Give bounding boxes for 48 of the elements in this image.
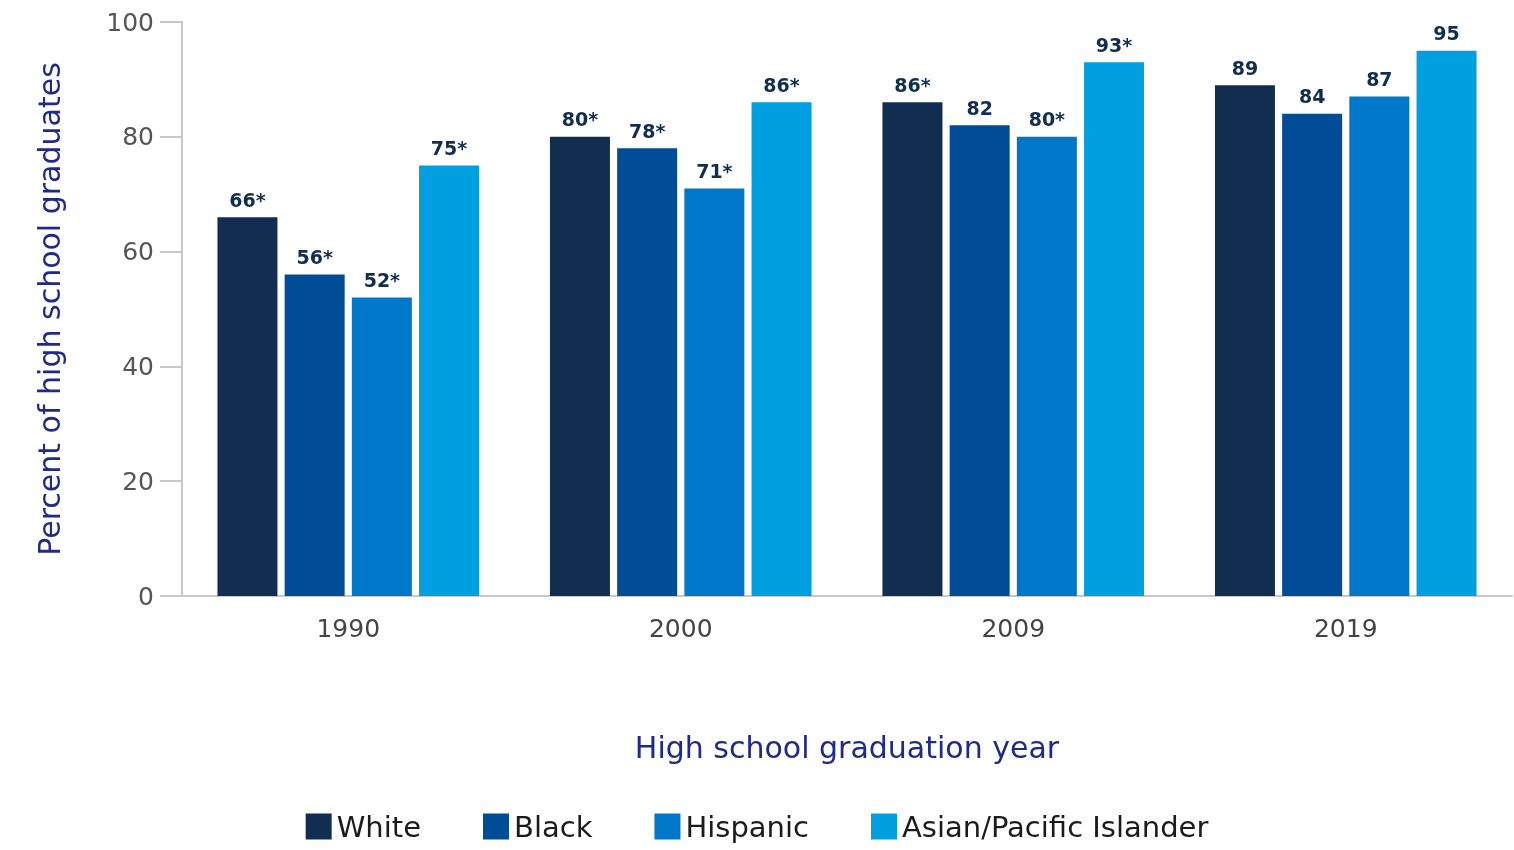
y-axis-title: Percent of high school graduates (31, 62, 67, 556)
data-label: 87 (1366, 68, 1393, 91)
bar (351, 297, 412, 596)
data-label: 56* (296, 246, 333, 269)
data-label: 95 (1433, 22, 1460, 45)
x-tick-label: 2000 (648, 614, 713, 643)
data-label: 89 (1231, 56, 1259, 79)
x-axis-title: High school graduation year (634, 729, 1060, 765)
bar (217, 217, 278, 596)
x-tick-label: 2019 (1313, 614, 1378, 643)
bar (617, 148, 678, 596)
bar (284, 274, 345, 596)
legend-label: Asian/Pacific Islander (901, 809, 1209, 844)
bar (684, 188, 745, 596)
data-label: 84 (1298, 85, 1326, 108)
bar (882, 102, 943, 596)
bar (1016, 136, 1077, 596)
legend-label: White (336, 809, 421, 844)
bar (751, 102, 812, 596)
bar (1214, 85, 1275, 596)
bar (1416, 50, 1477, 596)
data-label: 82 (966, 96, 993, 119)
y-tick-label: 80 (122, 122, 154, 152)
bar (549, 136, 610, 596)
bar (949, 125, 1010, 596)
data-label: 86* (894, 73, 931, 96)
data-label: 75* (430, 137, 468, 159)
y-tick-label: 60 (122, 237, 154, 267)
bar (1084, 62, 1145, 596)
y-tick-label: 20 (122, 466, 154, 496)
data-label: 66* (229, 188, 266, 211)
data-label: 71* (696, 159, 733, 182)
legend-label: Hispanic (685, 809, 809, 844)
data-label: 80* (561, 108, 599, 131)
bar (1282, 113, 1343, 596)
bar (419, 165, 480, 596)
bar (1349, 96, 1410, 596)
legend-label: Black (513, 809, 593, 844)
data-label: 93* (1095, 33, 1133, 56)
y-tick-label: 40 (122, 351, 154, 381)
x-tick-label: 1990 (316, 614, 381, 643)
y-tick-label: 0 (138, 581, 154, 611)
data-label: 80* (1028, 108, 1066, 131)
y-tick-label: 100 (106, 7, 154, 37)
x-tick-label: 2009 (981, 614, 1046, 643)
data-label: 52* (363, 269, 401, 292)
data-label: 86* (763, 73, 800, 96)
data-label: 78* (628, 119, 666, 142)
